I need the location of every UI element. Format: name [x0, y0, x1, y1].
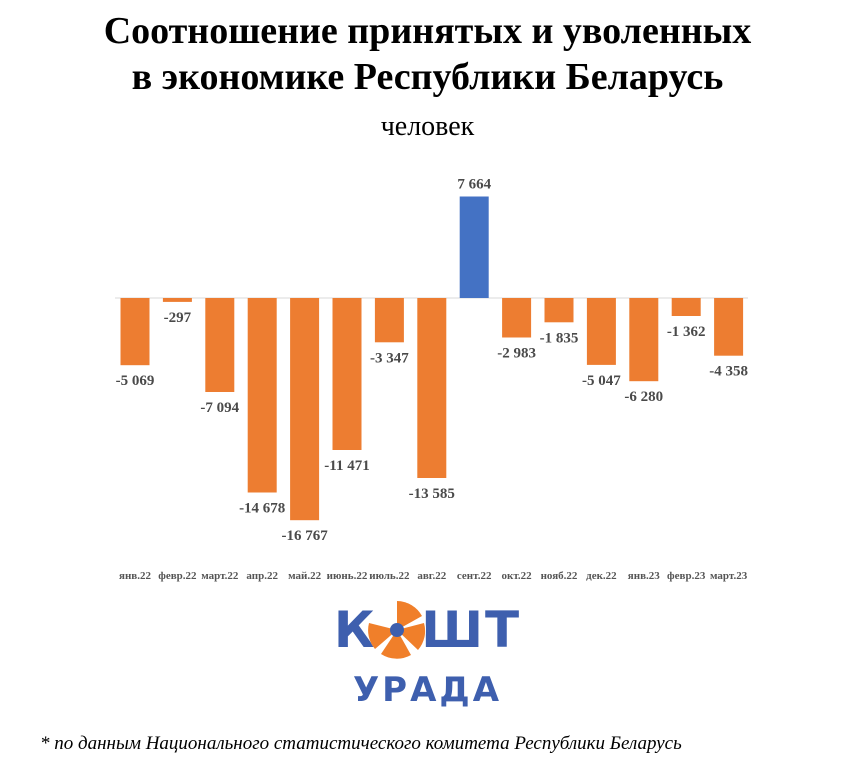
value-label: -2 983 — [497, 346, 536, 362]
orange-slice-icon — [368, 601, 426, 659]
category-label: нояб.22 — [541, 570, 578, 582]
bar-янв.23 — [629, 298, 659, 382]
bars-group — [120, 196, 744, 521]
bar-февр.22 — [162, 298, 192, 302]
category-label: февр.22 — [158, 570, 197, 582]
bar-июнь.22 — [332, 298, 362, 450]
value-label: -1 835 — [540, 330, 579, 346]
value-label: -16 767 — [281, 528, 328, 544]
bar-chart: -5 069 -297 -7 094 -14 678 -16 767 -11 471 -3 … — [115, 177, 748, 582]
logo-letter: Т — [485, 601, 522, 659]
value-label: -297 — [164, 310, 192, 326]
category-label: июль.22 — [369, 570, 410, 582]
category-label: янв.23 — [628, 570, 660, 582]
category-labels-group: янв.22 февр.22 март.22 апр.22 май.22 июнь.22 и… — [119, 570, 748, 582]
category-label: сент.22 — [457, 570, 492, 582]
logo-word-bottom: УРАДА — [352, 670, 503, 710]
value-label: -4 358 — [709, 364, 748, 380]
value-labels-group: -5 069 -297 -7 094 -14 678 -16 767 -11 471 -3 … — [116, 177, 748, 545]
category-label: авг.22 — [417, 570, 446, 582]
value-label: -14 678 — [239, 501, 285, 517]
category-label: февр.23 — [667, 570, 706, 582]
logo-letter: Ш — [421, 601, 486, 659]
chart-title: Соотношение принятых и уволенных в эконо… — [0, 8, 855, 100]
category-label: март.23 — [710, 570, 748, 582]
bar-апр.22 — [247, 298, 277, 493]
value-label: -6 280 — [624, 389, 663, 405]
bar-май.22 — [290, 298, 320, 521]
value-label: -7 094 — [200, 400, 239, 416]
bar-окт.22 — [502, 298, 532, 338]
bar-нояб.22 — [544, 298, 574, 323]
bar-дек.22 — [586, 298, 616, 365]
category-label: окт.22 — [502, 570, 533, 582]
bar-март.23 — [714, 298, 744, 356]
category-label: июнь.22 — [327, 570, 368, 582]
logo-word-top: КОШТ — [0, 600, 855, 660]
chart-subtitle: человек — [380, 111, 475, 142]
bar-авг.22 — [417, 298, 447, 478]
logo: КОШТ УРАДА — [0, 600, 855, 720]
category-label: дек.22 — [586, 570, 617, 582]
value-label: -11 471 — [324, 458, 369, 474]
bar-март.22 — [205, 298, 235, 392]
bar-февр.23 — [671, 298, 701, 316]
value-label: 7 664 — [457, 177, 491, 193]
logo-letter: К — [333, 601, 377, 659]
value-label: -3 347 — [370, 350, 409, 366]
logo-text-top: КОШТ — [334, 601, 521, 659]
value-label: -1 362 — [667, 324, 706, 340]
value-label: -5 069 — [116, 373, 155, 389]
category-label: май.22 — [288, 570, 322, 582]
source-footnote: * по данным Национального статистическог… — [40, 733, 682, 754]
bar-июль.22 — [374, 298, 404, 343]
bar-сент.22 — [459, 196, 489, 298]
bar-янв.22 — [120, 298, 150, 366]
value-label: -5 047 — [582, 373, 621, 389]
category-label: янв.22 — [119, 570, 151, 582]
chart-title-line1: Соотношение принятых и уволенных — [103, 10, 752, 52]
category-label: март.22 — [201, 570, 239, 582]
value-label: -13 585 — [409, 486, 455, 502]
category-label: апр.22 — [246, 570, 278, 582]
chart-title-line2: в экономике Республики Беларусь — [131, 56, 724, 98]
